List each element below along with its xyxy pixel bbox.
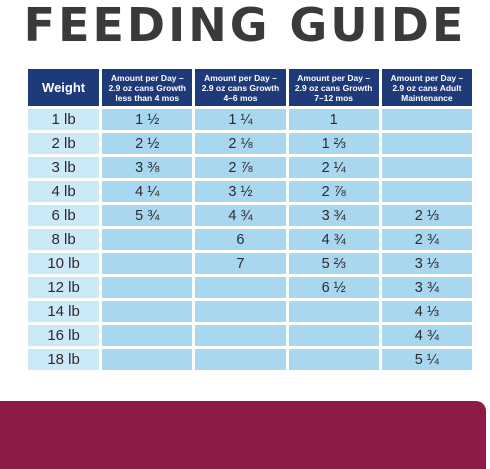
amount-cell: 2 ½: [102, 133, 193, 154]
amount-cell: 5 ¾: [102, 205, 193, 226]
column-header-amount: Amount per Day – 2.9 oz cans Growth less…: [102, 69, 193, 106]
amount-cell: 3 ⅓: [381, 253, 472, 274]
amount-cell: 1 ½: [102, 109, 193, 130]
amount-cell: [381, 181, 472, 202]
amount-cell: [195, 277, 286, 298]
weight-cell: 10 lb: [28, 253, 100, 274]
weight-cell: 6 lb: [28, 205, 100, 226]
amount-cell: [195, 349, 286, 370]
amount-cell: 3 ¾: [381, 277, 472, 298]
column-header-weight: Weight: [28, 69, 100, 106]
weight-cell: 16 lb: [28, 325, 100, 346]
amount-cell: 4 ¾: [195, 205, 286, 226]
amount-cell: 4 ¾: [288, 229, 379, 250]
amount-cell: 4 ¾: [381, 325, 472, 346]
amount-cell: [381, 157, 472, 178]
amount-cell: 3 ⅜: [102, 157, 193, 178]
weight-cell: 18 lb: [28, 349, 100, 370]
amount-cell: 3 ½: [195, 181, 286, 202]
table-row: 16 lb 4 ¾: [28, 325, 472, 346]
amount-cell: [381, 133, 472, 154]
amount-cell: [288, 349, 379, 370]
amount-cell: 4 ¼: [102, 181, 193, 202]
amount-cell: 2 ⅞: [195, 157, 286, 178]
amount-cell: [102, 229, 193, 250]
amount-cell: [102, 349, 193, 370]
amount-cell: 5 ⅔: [288, 253, 379, 274]
column-header-amount: Amount per Day – 2.9 oz cans Adult Maint…: [381, 69, 472, 106]
weight-cell: 12 lb: [28, 277, 100, 298]
weight-cell: 3 lb: [28, 157, 100, 178]
amount-cell: 1 ⅔: [288, 133, 379, 154]
amount-cell: 5 ¼: [381, 349, 472, 370]
column-header-amount: Amount per Day – 2.9 oz cans Growth 7–12…: [288, 69, 379, 106]
weight-cell: 14 lb: [28, 301, 100, 322]
amount-cell: 2 ¾: [381, 229, 472, 250]
amount-cell: [102, 325, 193, 346]
feeding-guide-table: Weight Amount per Day – 2.9 oz cans Growt…: [25, 66, 475, 373]
column-header-amount: Amount per Day – 2.9 oz cans Growth 4–6 …: [195, 69, 286, 106]
table-row: 14 lb 4 ⅓: [28, 301, 472, 322]
amount-cell: 7: [195, 253, 286, 274]
amount-cell: 2 ⅛: [195, 133, 286, 154]
amount-cell: [288, 301, 379, 322]
amount-cell: [195, 301, 286, 322]
weight-cell: 2 lb: [28, 133, 100, 154]
amount-cell: 6: [195, 229, 286, 250]
amount-cell: 2 ¼: [288, 157, 379, 178]
table-row: 18 lb 5 ¼: [28, 349, 472, 370]
amount-cell: [195, 325, 286, 346]
amount-cell: 4 ⅓: [381, 301, 472, 322]
amount-cell: [288, 325, 379, 346]
amount-cell: [102, 253, 193, 274]
weight-cell: 4 lb: [28, 181, 100, 202]
amount-cell: 1: [288, 109, 379, 130]
table-header-row: Weight Amount per Day – 2.9 oz cans Growt…: [28, 69, 472, 106]
amount-cell: 2 ⅓: [381, 205, 472, 226]
amount-cell: [381, 109, 472, 130]
weight-cell: 8 lb: [28, 229, 100, 250]
weight-cell: 1 lb: [28, 109, 100, 130]
amount-cell: 2 ⅞: [288, 181, 379, 202]
amount-cell: [102, 277, 193, 298]
amount-cell: 6 ½: [288, 277, 379, 298]
page-title: FEEDING GUIDE: [23, 0, 467, 52]
footer-band: [0, 401, 486, 469]
amount-cell: 1 ¼: [195, 109, 286, 130]
amount-cell: [102, 301, 193, 322]
amount-cell: 3 ¾: [288, 205, 379, 226]
